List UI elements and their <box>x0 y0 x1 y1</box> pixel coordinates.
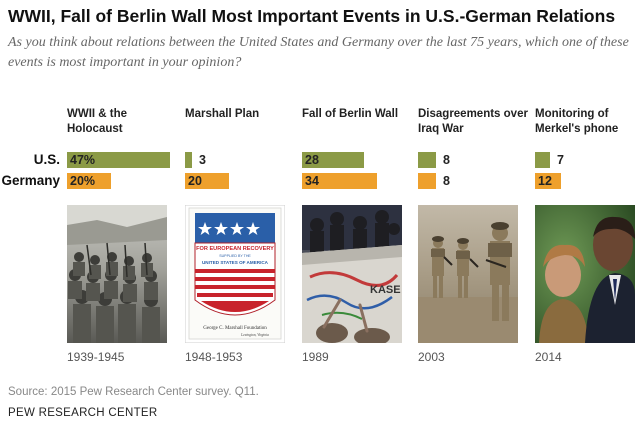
column-header: Monitoring of Merkel's phone <box>535 108 619 135</box>
bar-value-label: 7 <box>557 153 564 167</box>
bar-us <box>67 152 170 168</box>
bar-germany <box>67 173 111 189</box>
bar-germany <box>185 173 229 189</box>
bar-value-label: 47% <box>70 153 96 167</box>
bar-value-label: 8 <box>443 174 450 188</box>
column-header: Disagreements over Iraq War <box>418 108 528 135</box>
photo-iraq-war-soldiers <box>418 205 518 343</box>
chart-subtitle: As you think about relations between the… <box>8 35 629 70</box>
column-header: Marshall Plan <box>185 108 260 120</box>
year-label: 2003 <box>418 350 445 364</box>
wall-graffiti: KASE <box>370 284 401 296</box>
year-label: 2014 <box>535 350 562 364</box>
column-header: WWII & the Holocaust <box>67 108 128 135</box>
bar-value-label: 20% <box>70 174 96 188</box>
year-label: 1939-1945 <box>67 350 125 364</box>
bar-germany <box>535 173 561 189</box>
bar-value-label: 12 <box>538 174 552 188</box>
bar-germany <box>418 173 436 189</box>
poster-line1: FOR EUROPEAN RECOVERY <box>196 246 274 252</box>
bar-value-label: 20 <box>188 174 202 188</box>
bar-value-label: 28 <box>305 153 319 167</box>
source-note: Source: 2015 Pew Research Center survey.… <box>8 386 259 398</box>
bar-us <box>535 152 550 168</box>
photo-berlin-wall: KASE <box>302 205 402 343</box>
bar-value-label: 34 <box>305 174 319 188</box>
year-label: 1948-1953 <box>185 350 243 364</box>
bar-us <box>185 152 192 168</box>
organization-name: PEW RESEARCH CENTER <box>8 407 158 419</box>
photo-merkel-obama <box>535 205 635 343</box>
column-header: Fall of Berlin Wall <box>302 108 399 120</box>
bar-value-label: 3 <box>199 153 206 167</box>
year-label: 1989 <box>302 350 329 364</box>
photo-marshall-plan-poster: FOR EUROPEAN RECOVERY SUPPLIED BY THE UN… <box>185 205 285 343</box>
bar-us <box>302 152 364 168</box>
row-label-germany: Germany <box>1 173 60 188</box>
bar-us <box>418 152 436 168</box>
poster-line5: Lexington, Virginia <box>240 333 269 338</box>
poster-line4: George C. Marshall Foundation <box>203 326 267 331</box>
poster-line3: UNITED STATES OF AMERICA <box>202 260 269 265</box>
bar-germany <box>302 173 377 189</box>
row-label-us: U.S. <box>33 152 60 167</box>
poster-line2: SUPPLIED BY THE <box>219 254 251 258</box>
photo-wwii-soldiers <box>67 205 167 343</box>
chart-title: WWII, Fall of Berlin Wall Most Important… <box>8 6 616 26</box>
bar-value-label: 8 <box>443 153 450 167</box>
